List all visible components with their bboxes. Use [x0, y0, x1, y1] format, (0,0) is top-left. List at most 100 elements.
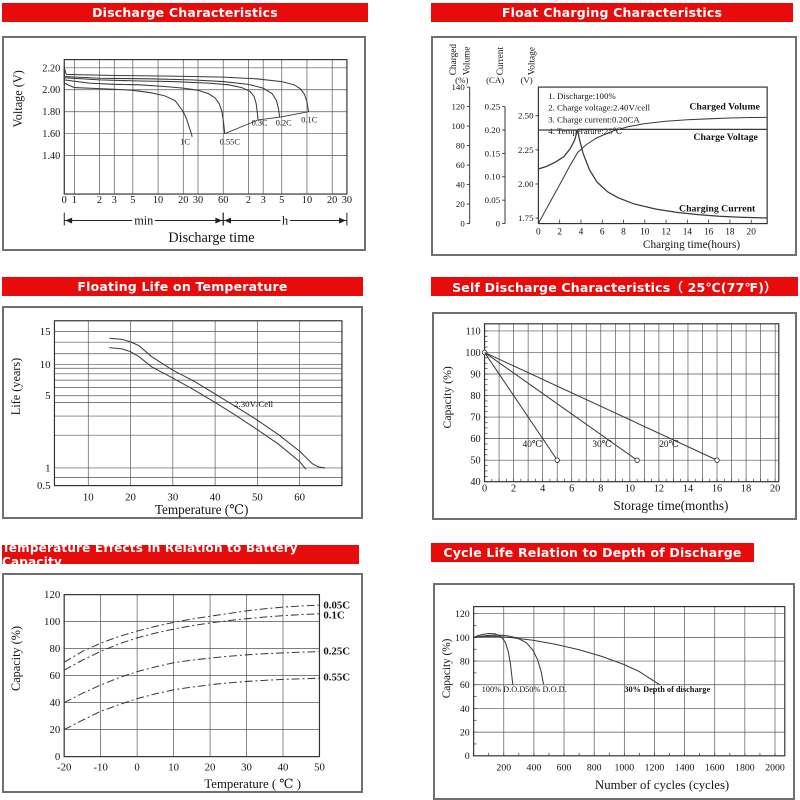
svg-text:20: 20	[460, 728, 470, 739]
svg-text:0.1C: 0.1C	[323, 610, 344, 622]
svg-text:20: 20	[327, 195, 337, 206]
svg-text:Current: Current	[496, 46, 506, 75]
banner-title: Floating Life on Temperature	[77, 279, 288, 294]
svg-text:100% D.O.D.: 100% D.O.D.	[482, 685, 528, 694]
temperature-effects-chart: -20 -10 0 10 20 30 40 50 120 100 80 60 40 20 0 0.05C 0.1…	[2, 573, 363, 793]
svg-text:1800: 1800	[735, 763, 755, 774]
float-charging-characteristics-plot: 0 2 4 6 8 10 12 14 16 18 20 140 120 100 80 60 40 20 0 0.25 0…	[449, 44, 768, 251]
svg-text:5: 5	[279, 195, 284, 206]
svg-text:50: 50	[470, 456, 480, 467]
svg-text:50: 50	[314, 761, 325, 773]
svg-text:100: 100	[44, 616, 60, 628]
svg-text:12: 12	[654, 484, 664, 495]
svg-text:20: 20	[125, 491, 136, 503]
svg-text:10: 10	[168, 761, 179, 773]
svg-text:2.00: 2.00	[42, 85, 60, 96]
svg-text:10: 10	[40, 359, 51, 371]
svg-text:0.10: 0.10	[485, 172, 501, 182]
svg-text:5: 5	[130, 195, 135, 206]
svg-text:1400: 1400	[675, 763, 695, 774]
svg-text:2: 2	[557, 227, 562, 237]
svg-text:140: 140	[452, 82, 466, 92]
svg-text:10: 10	[625, 484, 635, 495]
svg-text:80: 80	[49, 643, 60, 655]
svg-text:30: 30	[342, 195, 352, 206]
floating-life-on-temperature-chart: 10 20 30 40 50 60 0.5 1 5 10 15 2.30V/Cell Temperatu…	[2, 306, 363, 519]
svg-text:6: 6	[600, 227, 605, 237]
svg-text:0.25: 0.25	[485, 102, 501, 112]
svg-text:Temperature (℃): Temperature (℃)	[155, 502, 249, 517]
svg-text:2.30V/Cell: 2.30V/Cell	[234, 399, 274, 409]
svg-text:50% D.O.D.: 50% D.O.D.	[525, 685, 567, 694]
svg-text:2000: 2000	[765, 763, 785, 774]
svg-text:120: 120	[44, 589, 60, 601]
svg-text:1.80: 1.80	[42, 107, 60, 118]
svg-text:Storage time(months): Storage time(months)	[613, 498, 728, 513]
svg-text:2.00: 2.00	[518, 179, 534, 189]
svg-text:0: 0	[496, 219, 501, 229]
svg-text:60: 60	[456, 160, 465, 170]
self-discharge-characteristics-chart: 0 2 4 6 8 10 12 14 16 18 20 110 100 90 80 70 60 50 40 40℃ 30…	[432, 312, 797, 520]
svg-text:0: 0	[460, 219, 465, 229]
svg-text:0.1C: 0.1C	[301, 115, 317, 124]
svg-text:1.40: 1.40	[42, 151, 60, 162]
svg-text:4: 4	[540, 484, 545, 495]
svg-text:20: 20	[770, 484, 780, 495]
svg-text:(V): (V)	[520, 75, 532, 85]
svg-text:100: 100	[455, 633, 470, 644]
svg-text:Temperature ( ℃ ): Temperature ( ℃ )	[204, 777, 301, 791]
svg-text:0.3C: 0.3C	[252, 119, 268, 128]
svg-text:Voltage (V): Voltage (V)	[11, 70, 25, 127]
banner-cycle-life-depth-of-discharge: Cycle Life Relation to Depth of Discharg…	[431, 543, 754, 562]
svg-text:5: 5	[45, 390, 50, 402]
svg-text:40: 40	[278, 761, 289, 773]
svg-text:6: 6	[569, 484, 574, 495]
svg-text:(CA): (CA)	[486, 75, 504, 85]
banner-floating-life-on-temperature: Floating Life on Temperature	[2, 277, 363, 296]
svg-text:30% Depth of discharge: 30% Depth of discharge	[624, 685, 710, 694]
svg-text:10: 10	[83, 491, 94, 503]
svg-text:10: 10	[640, 227, 650, 237]
svg-text:60: 60	[460, 680, 470, 691]
banner-float-charging-characteristics: Float Charging Characteristics	[431, 3, 793, 22]
svg-text:Voltage: Voltage	[527, 47, 537, 75]
svg-text:16: 16	[712, 484, 722, 495]
svg-text:0.25C: 0.25C	[323, 645, 350, 657]
svg-text:600: 600	[557, 763, 572, 774]
svg-text:90: 90	[470, 369, 480, 380]
svg-text:16: 16	[704, 227, 714, 237]
svg-text:40: 40	[456, 180, 465, 190]
svg-text:20: 20	[747, 227, 757, 237]
banner-title: Cycle Life Relation to Depth of Discharg…	[443, 545, 742, 560]
svg-text:50: 50	[252, 491, 263, 503]
svg-text:120: 120	[452, 102, 466, 112]
svg-text:Charging Current: Charging Current	[679, 204, 756, 215]
svg-text:Capacity (%): Capacity (%)	[9, 626, 23, 691]
svg-text:0: 0	[465, 751, 470, 762]
svg-text:Life (years): Life (years)	[9, 358, 23, 415]
svg-text:60: 60	[218, 195, 228, 206]
cycle-life-chart: 200 400 600 800 1000 1200 1400 1600 1800 2000 120 1…	[433, 583, 795, 800]
discharge-characteristics-chart: 0 1 2 3 5 10 20 30 60 2 3 5 10 20 30 2.20 2.00 1.80 1.60 1.…	[2, 36, 366, 251]
svg-text:0: 0	[482, 484, 487, 495]
svg-text:1: 1	[45, 462, 50, 474]
svg-text:0.20: 0.20	[485, 125, 501, 135]
svg-text:Discharge time: Discharge time	[168, 230, 254, 246]
svg-text:Capacity (%): Capacity (%)	[441, 366, 454, 428]
svg-text:0: 0	[55, 751, 60, 763]
svg-text:0.55C: 0.55C	[323, 672, 350, 684]
svg-text:h: h	[282, 213, 288, 227]
svg-text:2.25: 2.25	[518, 145, 534, 155]
svg-text:18: 18	[725, 227, 735, 237]
svg-text:1000: 1000	[615, 763, 635, 774]
svg-text:30: 30	[241, 761, 252, 773]
svg-text:14: 14	[683, 227, 693, 237]
svg-text:80: 80	[470, 391, 480, 402]
svg-text:2: 2	[97, 195, 102, 206]
cycle-life-plot: 200 400 600 800 1000 1200 1400 1600 1800 20001201…	[441, 606, 786, 792]
svg-text:800: 800	[587, 763, 602, 774]
svg-text:60: 60	[294, 491, 305, 503]
svg-text:0.15: 0.15	[485, 148, 501, 158]
svg-text:2. Charge voltage:2.40V/cell: 2. Charge voltage:2.40V/cell	[548, 103, 650, 113]
